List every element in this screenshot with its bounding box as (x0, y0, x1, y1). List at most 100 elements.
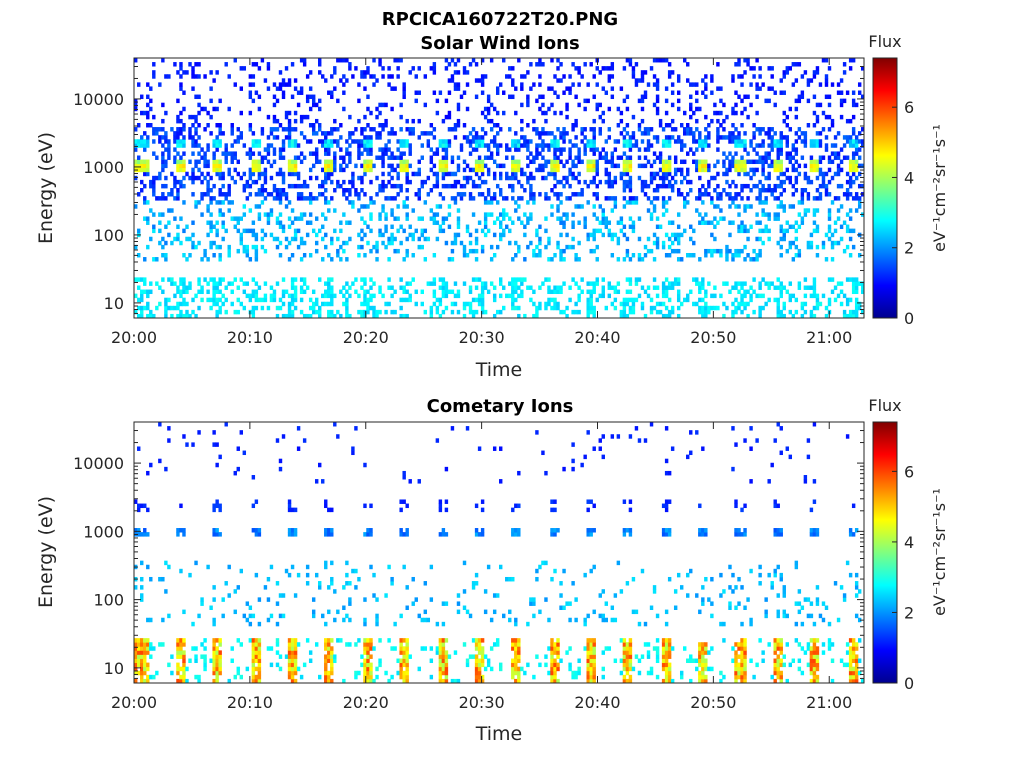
heatmap-cell (200, 654, 204, 659)
heatmap-cell (420, 179, 424, 185)
heatmap-cell (655, 301, 660, 307)
heatmap-cell (673, 155, 678, 160)
heatmap-cell (514, 646, 518, 651)
heatmap-cell (568, 171, 572, 177)
heatmap-cell (538, 609, 542, 615)
heatmap-cell (435, 309, 440, 315)
heatmap-cell (278, 458, 283, 464)
heatmap-cell (134, 642, 138, 647)
heatmap-cell (770, 163, 774, 169)
heatmap-cell (477, 192, 482, 197)
heatmap-cell (689, 94, 693, 100)
heatmap-cell (269, 212, 274, 217)
heatmap-cell (547, 86, 551, 91)
heatmap-cell (182, 434, 186, 439)
heatmap-cell (176, 232, 180, 238)
heatmap-cell (776, 143, 780, 148)
heatmap-cell (514, 654, 518, 659)
heatmap-cell (257, 151, 262, 156)
heatmap-cell (652, 188, 657, 193)
heatmap-cell (652, 232, 657, 238)
heatmap-cell (520, 167, 524, 173)
heatmap-cell (360, 163, 364, 169)
heatmap-cell (637, 236, 642, 242)
heatmap-cell (321, 236, 325, 242)
heatmap-cell (571, 163, 575, 169)
heatmap-cell (290, 277, 295, 282)
heatmap-cell (628, 216, 633, 221)
heatmap-cell (140, 642, 144, 647)
heatmap-cell (179, 309, 183, 315)
heatmap-cell (610, 232, 615, 238)
heatmap-cell (761, 171, 765, 177)
heatmap-cell (140, 313, 144, 319)
heatmap-cell (571, 62, 575, 67)
heatmap-cell (480, 74, 485, 79)
heatmap-cell (571, 236, 575, 242)
heatmap-cell (206, 220, 210, 225)
heatmap-cell (550, 102, 554, 108)
heatmap-cell (686, 167, 690, 173)
heatmap-cell (450, 58, 455, 63)
heatmap-cell (281, 301, 286, 307)
heatmap-cell (643, 90, 648, 95)
heatmap-cell (179, 74, 183, 79)
heatmap-cell (176, 131, 180, 136)
heatmap-cell (432, 62, 437, 67)
heatmap-cell (610, 179, 615, 185)
heatmap-cell (278, 220, 283, 225)
heatmap-cell (698, 143, 702, 148)
heatmap-cell (263, 585, 268, 590)
heatmap-cell (743, 208, 747, 213)
heatmap-cell (293, 236, 298, 242)
heatmap-cell (182, 666, 186, 672)
heatmap-cell (405, 585, 409, 590)
heatmap-cell (824, 305, 829, 311)
heatmap-cell (330, 139, 334, 144)
heatmap-cell (800, 90, 805, 95)
heatmap-cell (182, 253, 186, 258)
heatmap-cell (821, 155, 826, 160)
heatmap-cell (794, 98, 799, 104)
heatmap-cell (710, 293, 714, 299)
heatmap-cell (203, 666, 207, 672)
heatmap-cell (287, 654, 292, 659)
heatmap-cell (236, 216, 240, 221)
heatmap-cell (299, 212, 304, 217)
heatmap-cell (414, 301, 418, 307)
heatmap-cell (595, 171, 599, 177)
heatmap-cell (357, 208, 361, 213)
heatmap-cell (559, 285, 563, 290)
heatmap-cell (182, 139, 186, 144)
heatmap-cell (281, 78, 286, 83)
heatmap-cell (203, 277, 207, 282)
heatmap-cell (800, 155, 805, 160)
heatmap-cell (143, 650, 147, 655)
heatmap-cell (369, 678, 373, 684)
heatmap-cell (725, 114, 729, 120)
heatmap-cell (616, 257, 621, 262)
heatmap-cell (441, 163, 446, 169)
heatmap-cell (758, 131, 762, 136)
heatmap-cell (818, 183, 823, 189)
heatmap-cell (444, 678, 449, 684)
heatmap-cell (559, 131, 563, 136)
heatmap-cell (462, 248, 467, 254)
heatmap-cell (345, 257, 349, 262)
heatmap-cell (239, 131, 243, 136)
heatmap-cell (173, 135, 177, 140)
heatmap-cell (517, 638, 521, 643)
heatmap-cell (465, 658, 470, 664)
heatmap-cell (652, 82, 657, 87)
heatmap-cell (468, 167, 473, 173)
heatmap-cell (212, 253, 216, 258)
heatmap-cell (468, 248, 473, 254)
heatmap-cell (474, 236, 479, 242)
heatmap-cell (809, 232, 814, 238)
heatmap-cell (360, 309, 364, 315)
heatmap-cell (248, 605, 253, 610)
heatmap-cell (327, 281, 331, 286)
heatmap-cell (366, 139, 370, 144)
heatmap-cell (239, 277, 243, 282)
